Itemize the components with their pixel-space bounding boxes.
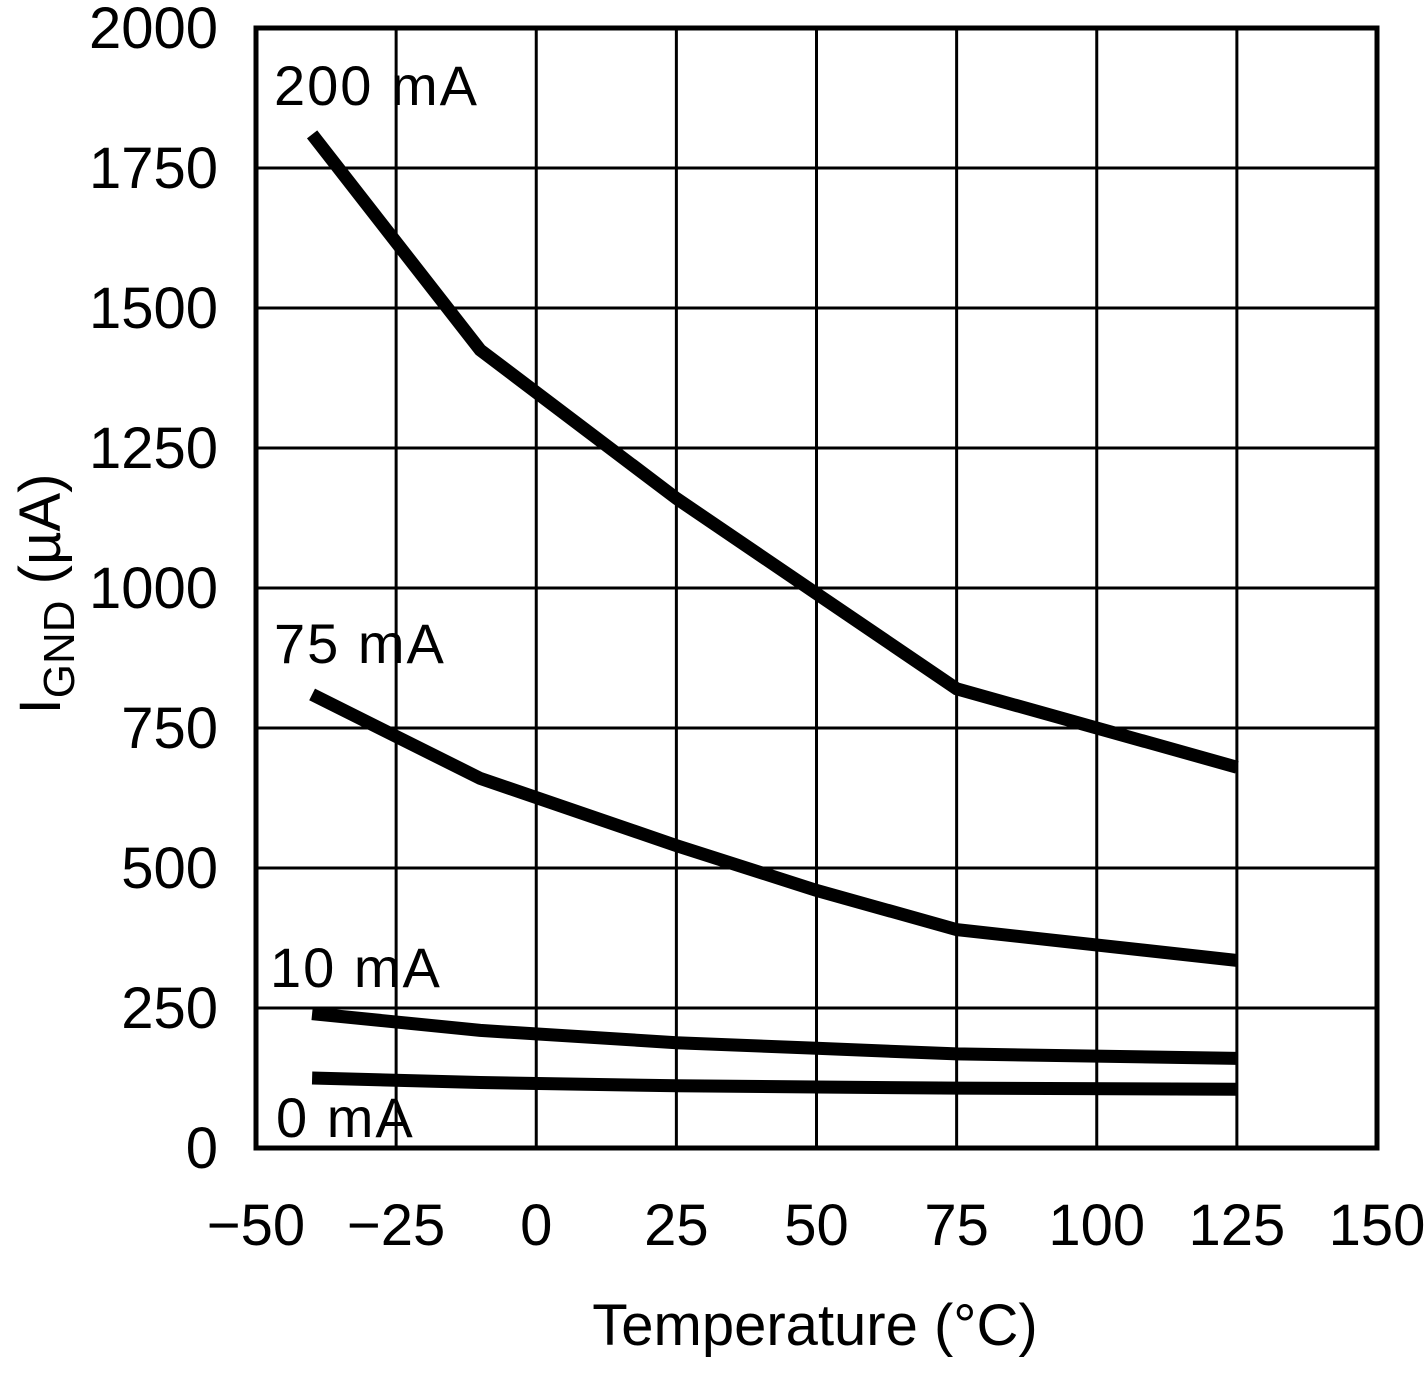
y-tick-labels: 0 250 500 750 1000 1250 1500 1750 2000 [89,0,218,1181]
x-tick-label: 125 [1188,1193,1285,1258]
series-line-0-ma [311,1071,1237,1096]
y-tick-label: 750 [121,696,218,761]
x-tick-label: 25 [644,1193,709,1258]
y-tick-label: 1750 [89,136,218,201]
y-tick-label: 0 [186,1116,218,1181]
series-line-200-ma [306,130,1239,774]
series-line-75-ma [309,688,1238,967]
y-tick-label: 2000 [89,0,218,61]
y-axis-label-unit: (µA) [8,474,73,601]
series-label-10-ma: 10 mA [270,936,442,999]
y-tick-label: 500 [121,836,218,901]
y-tick-label: 1500 [89,276,218,341]
series-label-200-ma: 200 mA [274,54,479,117]
x-tick-label: −25 [347,1193,445,1258]
x-tick-label: 50 [784,1193,849,1258]
y-tick-label: 250 [121,976,218,1041]
plot-frame [253,25,1380,1151]
x-tick-label: 100 [1048,1193,1145,1258]
series-line-10-ma [311,1007,1238,1065]
series-label-0-ma: 0 mA [276,1086,415,1149]
x-tick-label: 75 [924,1193,989,1258]
y-tick-label: 1000 [89,556,218,621]
x-tick-labels: −50 −25 0 25 50 75 100 125 150 [207,1193,1425,1258]
x-tick-label: 0 [520,1193,552,1258]
y-tick-label: 1250 [89,416,218,481]
series-group [306,130,1239,1096]
y-axis-label-main: I [8,698,73,714]
series-label-75-ma: 75 mA [274,612,446,675]
series-labels: 200 mA 75 mA 10 mA 0 mA [270,54,479,1149]
x-tick-label: 150 [1329,1193,1425,1258]
y-axis-label-subscript: GND [35,600,84,698]
x-axis-label: Temperature (°C) [592,1293,1037,1358]
y-axis-label: IGND (µA) [8,474,84,715]
x-tick-label: −50 [207,1193,305,1258]
